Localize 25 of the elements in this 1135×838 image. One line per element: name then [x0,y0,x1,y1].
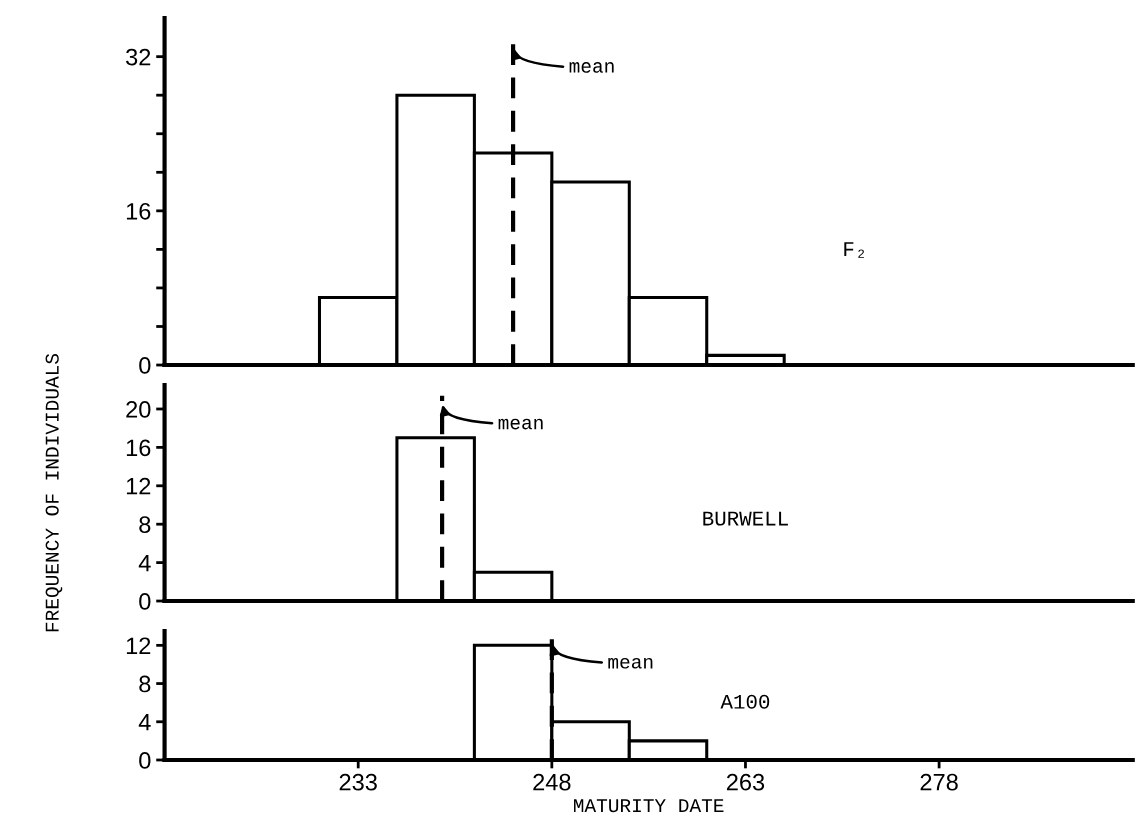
y-tick-label: 8 [139,516,151,533]
annotation: A100 [720,694,770,709]
x-tick-label: 248 [533,773,571,791]
ref-line-label: mean [498,418,543,430]
y-tick-label: 12 [126,477,151,495]
x-axis-title: MATURITY DATE [574,799,724,813]
x-tick-label: 278 [920,773,958,791]
y-tick-label: 32 [126,48,151,66]
y-tick-label: 16 [126,202,151,220]
y-tick-label: 20 [126,401,151,418]
ref-line-label: mean [608,657,653,669]
y-tick-label: 12 [126,637,151,654]
y-tick-label: 0 [139,752,151,769]
y-tick-label: 8 [139,675,151,693]
x-tick-label: 263 [726,773,765,791]
y-tick-label: 16 [126,439,151,457]
y-tick-label: 0 [139,593,151,610]
annotation: F₂ [844,242,864,258]
x-tick-label: 233 [339,773,377,791]
y-tick-label: 0 [139,357,151,374]
annotation: BURWELL [703,511,788,526]
y-tick-label: 4 [138,714,151,731]
y-tick-label: 4 [138,554,151,572]
ref-line-label: mean [569,62,614,73]
y-axis-title: FREQUENCY OF INDIVIDUALS [45,353,63,632]
